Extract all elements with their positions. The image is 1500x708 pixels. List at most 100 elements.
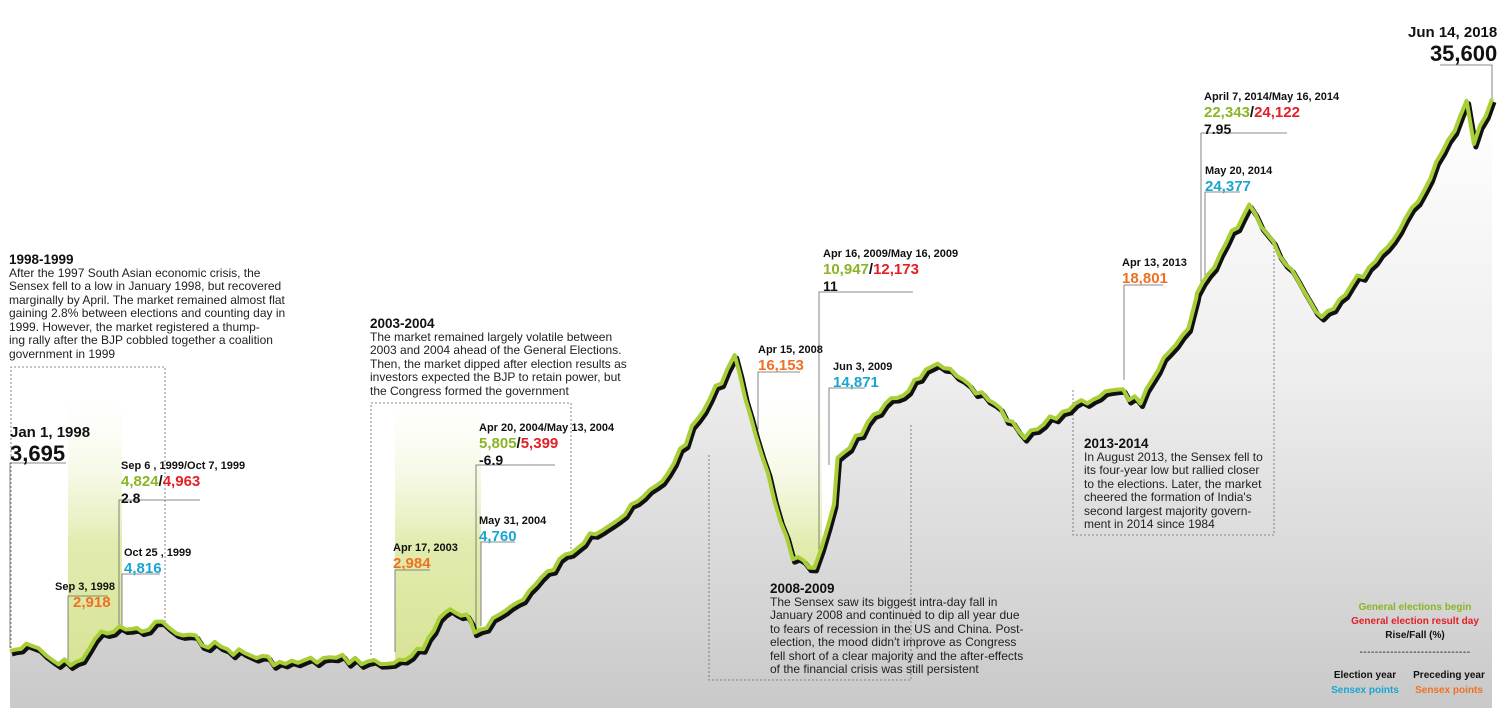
rise-fall-percent: 7.95 <box>1204 120 1232 137</box>
value-separator: / <box>516 434 521 452</box>
leader-line <box>1440 64 1493 99</box>
leader-line <box>480 541 515 626</box>
note-line: to fears of recession in the US and Chin… <box>770 621 1024 636</box>
end-label: Jun 14, 2018 35,600 <box>1408 24 1497 67</box>
annotation-2008: Apr 15, 2008 16,153 <box>758 344 823 374</box>
note-line: its four-year low but rallied closer <box>1084 463 1260 477</box>
legend-preceding-year-points: Sensex points <box>1415 685 1483 696</box>
note-line: Then, the market dipped after election r… <box>370 356 627 371</box>
area-fill <box>10 99 1492 708</box>
annotation-1998: Sep 3, 1998 2,918 <box>55 581 115 611</box>
election-year-value: 14,871 <box>833 373 879 391</box>
legend-preceding-year: Preceding year Sensex points <box>1405 670 1493 696</box>
annotation-2009b: Jun 3, 2009 14,871 <box>833 361 892 391</box>
start-label: Jan 1, 1998 3,695 <box>10 424 90 467</box>
sensex-line <box>9 98 1494 668</box>
note-line: In August 2013, the Sensex fell to <box>1084 449 1263 464</box>
election-begin-value: 5,805 <box>479 434 517 452</box>
end-date: Jun 14, 2018 <box>1408 24 1498 41</box>
start-value: 3,695 <box>10 441 66 467</box>
note-line: 1999. However, the market registered a t… <box>9 319 260 334</box>
legend-election-year-label: Election year <box>1333 670 1397 681</box>
election-begin-value: 4,824 <box>121 472 159 490</box>
note-line: cheered the formation of India's <box>1084 490 1252 504</box>
rise-fall-percent: 11 <box>823 277 838 294</box>
legend-election-begin: General elections begin <box>1358 602 1472 613</box>
annotation-date: Apr 15, 2008 <box>758 344 823 356</box>
note-1998-1999: 1998-1999 After the 1997 South Asian eco… <box>9 253 309 361</box>
note-line: The Sensex saw its biggest intra-day fal… <box>770 594 998 609</box>
note-line: The market remained largely volatile bet… <box>370 329 613 344</box>
election-begin-value: 10,947 <box>823 260 869 278</box>
leader-line <box>118 499 200 630</box>
annotation-date: Sep 3, 1998 <box>55 581 115 593</box>
note-line: to the elections. Later, the market <box>1084 476 1262 491</box>
legend-rise-fall: Rise/Fall (%) <box>1385 630 1445 641</box>
annotation-date: Apr 13, 2013 <box>1122 257 1187 269</box>
annotation-date: Jun 3, 2009 <box>833 361 893 373</box>
annotation-2004b: May 31, 2004 4,760 <box>479 515 546 545</box>
value-separator: / <box>1249 103 1255 121</box>
legend-preceding-year-label: Preceding year <box>1413 670 1485 681</box>
preceding-year-value: 16,153 <box>758 356 804 374</box>
election-result-value: 24,122 <box>1254 103 1300 121</box>
note-title: 1998-1999 <box>9 252 74 267</box>
note-line: gaining 2.8% between elections and count… <box>9 306 286 320</box>
leader-line <box>818 291 913 560</box>
rise-fall-percent: -6.9 <box>479 451 504 468</box>
annotation-2014: April 7, 2014/May 16, 2014 22,343/24,122… <box>1204 91 1339 137</box>
note-line: election, the mood didn't improve as Con… <box>770 635 1017 649</box>
value-separator: / <box>158 472 163 490</box>
note-line: investors expected the BJP to retain pow… <box>370 370 621 384</box>
note-line: government in 1999 <box>9 346 116 361</box>
note-line: Sensex fell to a low in January 1998, bu… <box>9 279 282 293</box>
note-line: of the financial crisis was still persis… <box>770 662 979 676</box>
annotation-date: Apr 17, 2003 <box>393 542 458 554</box>
election-result-value: 4,963 <box>162 472 201 490</box>
election-result-value: 5,399 <box>520 434 559 452</box>
legend: General elections begin General election… <box>1335 602 1495 658</box>
election-begin-value: 22,343 <box>1204 103 1250 121</box>
leader-line <box>370 402 572 655</box>
legend-election-year-points: Sensex points <box>1331 685 1399 696</box>
annotation-date: April 7, 2014/May 16, 2014 <box>1204 91 1340 103</box>
leader-line <box>67 595 108 660</box>
election-year-value: 24,377 <box>1205 177 1251 195</box>
leader-line <box>1123 284 1163 380</box>
note-2013-2014: 2013-2014 In August 2013, the Sensex fel… <box>1084 437 1274 532</box>
value-separator: / <box>868 260 874 278</box>
preceding-year-value: 2,918 <box>73 593 111 611</box>
leader-line <box>121 573 160 628</box>
end-value: 35,600 <box>1429 41 1498 67</box>
note-line: marginally by April. The market remained… <box>9 292 285 307</box>
legend-election-year: Election year Sensex points <box>1325 670 1405 696</box>
election-year-value: 4,760 <box>479 527 517 545</box>
note-2008-2009: 2008-2009 The Sensex saw its biggest int… <box>770 582 1030 677</box>
leader-line <box>757 371 800 430</box>
note-2003-2004: 2003-2004 The market remained largely vo… <box>370 317 640 398</box>
annotation-2014b: May 20, 2014 24,377 <box>1205 165 1272 195</box>
annotation-date: Oct 25 , 1999 <box>124 547 192 559</box>
annotation-2003: Apr 17, 2003 2,984 <box>393 542 458 572</box>
note-line: January 2008 and continued to dip all ye… <box>770 608 1020 622</box>
note-line: ment in 2014 since 1984 <box>1084 517 1215 531</box>
annotation-date: Apr 20, 2004/May 13, 2004 <box>479 422 615 434</box>
annotation-2013: Apr 13, 2013 18,801 <box>1122 257 1187 287</box>
leader-line <box>1200 132 1287 290</box>
legend-election-result: General election result day <box>1351 616 1479 627</box>
rise-fall-percent: 2.8 <box>121 489 141 506</box>
note-line: 2003 and 2004 ahead of the General Elect… <box>370 343 622 357</box>
annotation-date: May 20, 2014 <box>1205 165 1273 177</box>
leader-line <box>828 387 865 465</box>
annotation-date: May 31, 2004 <box>479 515 547 527</box>
annotation-2009: Apr 16, 2009/May 16, 2009 10,947/12,173 … <box>823 248 958 294</box>
leader-line <box>1072 237 1275 536</box>
legend-divider: ----------------------------- <box>1359 647 1471 658</box>
leader-line <box>10 366 166 648</box>
preceding-year-value: 2,984 <box>393 554 431 572</box>
annotation-date: Sep 6 , 1999/Oct 7, 1999 <box>121 460 246 472</box>
annotation-date: Apr 16, 2009/May 16, 2009 <box>823 248 959 260</box>
annotation-1999: Sep 6 , 1999/Oct 7, 1999 4,824/4,963 2.8 <box>121 460 245 506</box>
election-result-value: 12,173 <box>873 260 919 278</box>
